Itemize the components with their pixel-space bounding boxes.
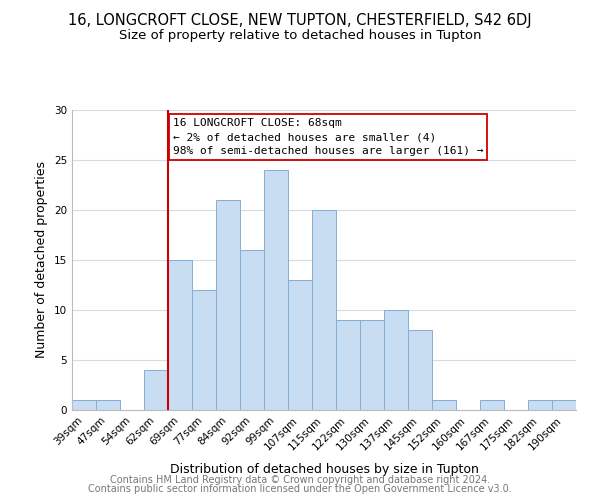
Bar [336,320,360,410]
Bar [264,170,288,410]
Text: 16 LONGCROFT CLOSE: 68sqm
← 2% of detached houses are smaller (4)
98% of semi-de: 16 LONGCROFT CLOSE: 68sqm ← 2% of detach… [173,118,484,156]
Y-axis label: Number of detached properties: Number of detached properties [35,162,49,358]
Text: Contains public sector information licensed under the Open Government Licence v3: Contains public sector information licen… [88,484,512,494]
Bar [312,210,336,410]
Bar [216,200,240,410]
Bar [528,400,552,410]
Bar [144,370,168,410]
Bar [168,260,192,410]
Bar [192,290,216,410]
Text: Contains HM Land Registry data © Crown copyright and database right 2024.: Contains HM Land Registry data © Crown c… [110,475,490,485]
Bar [360,320,384,410]
Bar [384,310,408,410]
Bar [432,400,456,410]
Text: Size of property relative to detached houses in Tupton: Size of property relative to detached ho… [119,29,481,42]
Bar [552,400,576,410]
Bar [240,250,264,410]
Bar [288,280,312,410]
Bar [408,330,432,410]
Bar [72,400,96,410]
Bar [480,400,504,410]
X-axis label: Distribution of detached houses by size in Tupton: Distribution of detached houses by size … [170,463,478,476]
Bar [96,400,120,410]
Text: 16, LONGCROFT CLOSE, NEW TUPTON, CHESTERFIELD, S42 6DJ: 16, LONGCROFT CLOSE, NEW TUPTON, CHESTER… [68,12,532,28]
